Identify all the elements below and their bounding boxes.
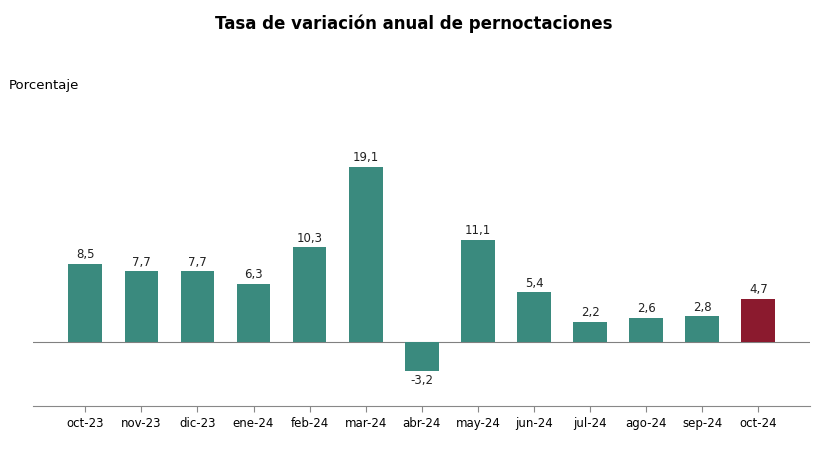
Bar [180,271,214,342]
Bar [237,284,270,342]
Bar [573,322,607,342]
Bar [293,248,327,342]
Text: 5,4: 5,4 [524,276,543,290]
Bar [349,167,383,342]
Text: 2,6: 2,6 [637,302,656,315]
Bar [69,264,102,342]
Text: 4,7: 4,7 [749,283,767,296]
Text: 19,1: 19,1 [352,151,379,164]
Bar [742,299,775,342]
Text: 2,8: 2,8 [693,301,711,313]
Text: 6,3: 6,3 [244,269,263,282]
Text: 8,5: 8,5 [76,248,94,261]
Bar [517,292,551,342]
Bar [461,240,495,342]
Text: Porcentaje: Porcentaje [8,79,79,92]
Bar [405,342,438,371]
Text: 2,2: 2,2 [581,306,600,319]
Text: Tasa de variación anual de pernoctaciones: Tasa de variación anual de pernoctacione… [215,14,612,33]
Bar [629,318,663,342]
Bar [686,316,719,342]
Text: 7,7: 7,7 [188,255,207,269]
Text: 10,3: 10,3 [297,232,323,245]
Text: -3,2: -3,2 [410,374,433,387]
Text: 7,7: 7,7 [132,255,151,269]
Text: 11,1: 11,1 [465,224,491,237]
Bar [125,271,158,342]
